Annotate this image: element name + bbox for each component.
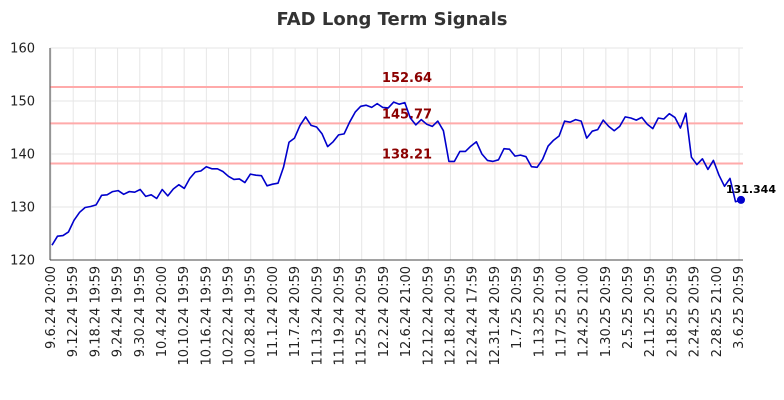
x-tick-label: 12.12.24 20:59 — [421, 266, 436, 366]
x-tick-label: 12.18.24 20:59 — [443, 266, 458, 366]
x-tick-label: 1.17.25 21:00 — [554, 266, 569, 357]
x-tick-label: 1.24.25 21:00 — [577, 266, 592, 357]
x-tick-label: 10.10.24 19:59 — [177, 266, 192, 366]
x-axis-ticks: 9.6.24 20:00 9.12.24 19:59 9.18.24 19:59 9.… — [44, 266, 747, 366]
x-tick-label: 2.24.25 20:59 — [688, 266, 703, 357]
x-tick-label: 10.4.24 20:00 — [155, 266, 170, 357]
x-tick-label: 9.30.24 19:59 — [133, 266, 148, 357]
x-tick-label: 1.7.25 20:59 — [510, 266, 525, 349]
level-label: 145.77 — [382, 107, 432, 122]
x-tick-label: 12.6.24 21:00 — [399, 266, 414, 357]
x-tick-label: 11.25.24 20:59 — [355, 266, 370, 366]
x-tick-label: 1.30.25 20:59 — [599, 266, 614, 357]
level-label: 152.64 — [382, 71, 432, 86]
x-tick-label: 12.24.24 17:59 — [466, 266, 481, 366]
y-tick-label: 140 — [10, 148, 35, 163]
x-tick-label: 3.6.25 20:59 — [732, 266, 747, 349]
x-tick-label: 2.11.25 20:59 — [643, 266, 658, 357]
level-label: 138.21 — [382, 147, 432, 162]
chart-grid — [50, 47, 743, 261]
y-tick-label: 160 — [10, 42, 35, 57]
y-axis-ticks: 120 130 140 150 160 — [10, 42, 35, 269]
x-tick-label: 2.18.25 20:59 — [665, 266, 680, 357]
last-value-label: 131.344 — [726, 183, 776, 196]
x-tick-label: 10.28.24 19:59 — [244, 266, 259, 366]
x-tick-label: 12.31.24 20:59 — [488, 266, 503, 366]
x-tick-label: 9.6.24 20:00 — [44, 266, 59, 349]
x-tick-label: 2.5.25 20:59 — [621, 266, 636, 349]
series-group — [51, 101, 742, 246]
x-tick-label: 2.28.25 21:00 — [710, 266, 725, 357]
x-tick-label: 11.1.24 20:00 — [266, 266, 281, 357]
chart-axes — [49, 48, 743, 261]
x-tick-label: 1.13.25 20:59 — [532, 266, 547, 357]
x-tick-label: 12.2.24 20:59 — [377, 266, 392, 357]
x-tick-label: 10.16.24 19:59 — [199, 266, 214, 366]
last-value-marker — [737, 195, 745, 204]
x-tick-label: 9.12.24 19:59 — [66, 266, 81, 357]
x-tick-label: 10.22.24 19:59 — [222, 266, 237, 366]
y-tick-label: 130 — [10, 201, 35, 216]
series-line — [51, 101, 742, 246]
level-lines: 152.64 145.77 138.21 — [50, 71, 743, 165]
x-tick-label: 11.19.24 20:59 — [333, 266, 348, 366]
x-tick-label: 11.7.24 20:59 — [288, 266, 303, 357]
x-tick-label: 9.18.24 19:59 — [88, 266, 103, 357]
y-tick-label: 120 — [10, 254, 35, 269]
y-tick-label: 150 — [10, 95, 35, 110]
x-tick-label: 9.24.24 19:59 — [111, 266, 126, 357]
last-value-marker-group: 131.344 — [726, 183, 776, 204]
chart-title: FAD Long Term Signals — [276, 9, 507, 30]
x-tick-label: 11.13.24 20:59 — [310, 266, 325, 366]
